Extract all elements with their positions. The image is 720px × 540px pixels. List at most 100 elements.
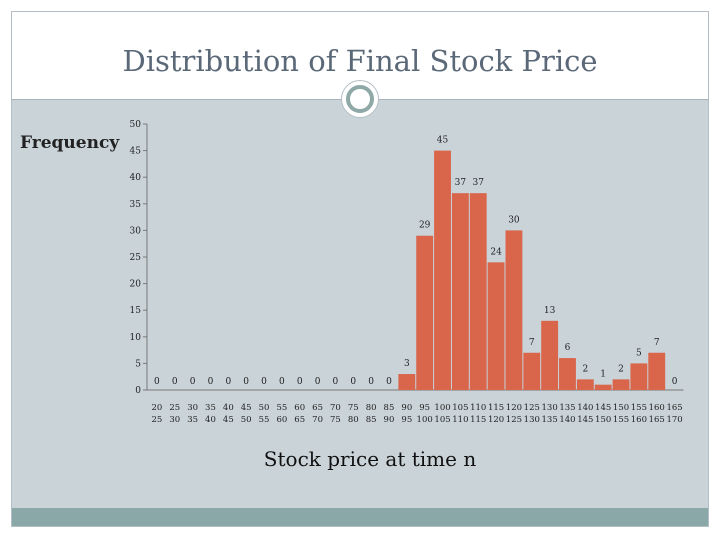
slide: Distribution of Final Stock Price: [11, 11, 709, 527]
x-tick-label-lower: 120: [506, 403, 522, 413]
x-tick-label-upper: 125: [506, 415, 522, 425]
x-tick-label-upper: 140: [559, 415, 575, 425]
data-label: 0: [261, 377, 267, 387]
data-label: 0: [350, 377, 356, 387]
bar: [398, 374, 416, 390]
y-tick-label: 10: [130, 333, 142, 343]
x-tick-label-upper: 165: [649, 415, 665, 425]
data-label: 3: [404, 359, 410, 369]
bar: [469, 193, 487, 390]
data-label: 2: [582, 364, 588, 374]
x-tick-label-lower: 140: [577, 403, 593, 413]
data-label: 0: [297, 377, 303, 387]
footer-bar: [12, 508, 708, 526]
x-tick-label-lower: 110: [470, 403, 486, 413]
x-tick-label-lower: 35: [205, 403, 216, 413]
bar: [594, 384, 612, 390]
x-tick-label-lower: 30: [187, 403, 198, 413]
x-tick-label-upper: 30: [169, 415, 180, 425]
data-label: 1: [600, 370, 606, 380]
data-label: 7: [654, 338, 660, 348]
x-tick-label-lower: 85: [384, 403, 395, 413]
x-tick-label-upper: 90: [384, 415, 395, 425]
data-label: 0: [315, 377, 321, 387]
data-label: 30: [508, 215, 520, 225]
data-label: 7: [529, 338, 535, 348]
x-tick-label-lower: 135: [559, 403, 575, 413]
x-tick-label-lower: 115: [488, 403, 504, 413]
y-tick-label: 25: [130, 253, 142, 263]
x-tick-label-upper: 110: [452, 415, 468, 425]
bar: [648, 352, 666, 390]
x-tick-label-upper: 40: [205, 415, 216, 425]
y-tick-label: 5: [135, 359, 141, 369]
x-tick-label-upper: 55: [259, 415, 270, 425]
data-label: 29: [419, 221, 431, 231]
data-label: 37: [455, 178, 467, 188]
x-tick-label-lower: 150: [613, 403, 629, 413]
x-tick-label-upper: 75: [330, 415, 341, 425]
bar: [487, 262, 505, 390]
bar: [451, 193, 469, 390]
x-tick-label-lower: 45: [241, 403, 252, 413]
x-tick-label-lower: 20: [152, 403, 163, 413]
y-tick-label: 45: [130, 147, 142, 157]
bar: [523, 352, 541, 390]
bar: [630, 363, 648, 390]
x-tick-label-upper: 120: [488, 415, 504, 425]
x-tick-label-lower: 145: [595, 403, 611, 413]
x-tick-label-upper: 100: [417, 415, 433, 425]
data-label: 6: [565, 343, 571, 353]
x-tick-label-lower: 105: [452, 403, 468, 413]
x-tick-label-upper: 25: [152, 415, 163, 425]
x-tick-label-lower: 95: [419, 403, 430, 413]
x-tick-label-lower: 160: [649, 403, 665, 413]
y-tick-label: 15: [130, 306, 142, 316]
x-tick-label-lower: 50: [259, 403, 270, 413]
x-axis-label: Stock price at time n: [263, 447, 477, 471]
x-tick-label-upper: 155: [613, 415, 629, 425]
data-label: 0: [190, 377, 196, 387]
decorative-circle-icon: [341, 80, 379, 118]
x-tick-label-lower: 65: [312, 403, 323, 413]
y-tick-label: 0: [135, 386, 141, 396]
bar: [559, 358, 576, 390]
bar: [505, 230, 523, 390]
data-label: 13: [544, 306, 556, 316]
x-tick-label-upper: 95: [401, 415, 412, 425]
x-tick-label-lower: 70: [330, 403, 341, 413]
bar: [612, 379, 630, 390]
x-tick-label-lower: 75: [348, 403, 359, 413]
y-tick-label: 20: [130, 280, 142, 290]
decorative-ring-icon: [346, 85, 374, 113]
x-tick-label-lower: 130: [542, 403, 558, 413]
x-tick-label-upper: 45: [223, 415, 234, 425]
x-tick-label-lower: 155: [631, 403, 647, 413]
data-label: 0: [208, 377, 214, 387]
y-tick-label: 50: [130, 120, 142, 130]
y-axis-label: Frequency: [20, 133, 120, 153]
data-label: 0: [225, 377, 231, 387]
x-tick-label-lower: 90: [401, 403, 412, 413]
x-tick-label-upper: 170: [666, 415, 682, 425]
data-label: 0: [154, 377, 160, 387]
x-tick-label-lower: 55: [276, 403, 287, 413]
x-tick-label-upper: 150: [595, 415, 611, 425]
data-label: 2: [618, 364, 624, 374]
data-label: 0: [243, 377, 249, 387]
data-label: 0: [386, 377, 392, 387]
chart-title: Distribution of Final Stock Price: [122, 44, 598, 78]
x-tick-label-lower: 25: [169, 403, 180, 413]
x-tick-label-upper: 60: [276, 415, 287, 425]
data-label: 45: [437, 136, 449, 146]
bar: [576, 379, 594, 390]
x-tick-label-upper: 105: [434, 415, 450, 425]
y-tick-label: 35: [130, 200, 142, 210]
x-tick-label-lower: 125: [524, 403, 540, 413]
x-tick-label-upper: 160: [631, 415, 647, 425]
bar: [541, 320, 559, 390]
x-tick-label-upper: 70: [312, 415, 323, 425]
y-tick-label: 30: [130, 226, 142, 236]
data-label: 0: [368, 377, 374, 387]
